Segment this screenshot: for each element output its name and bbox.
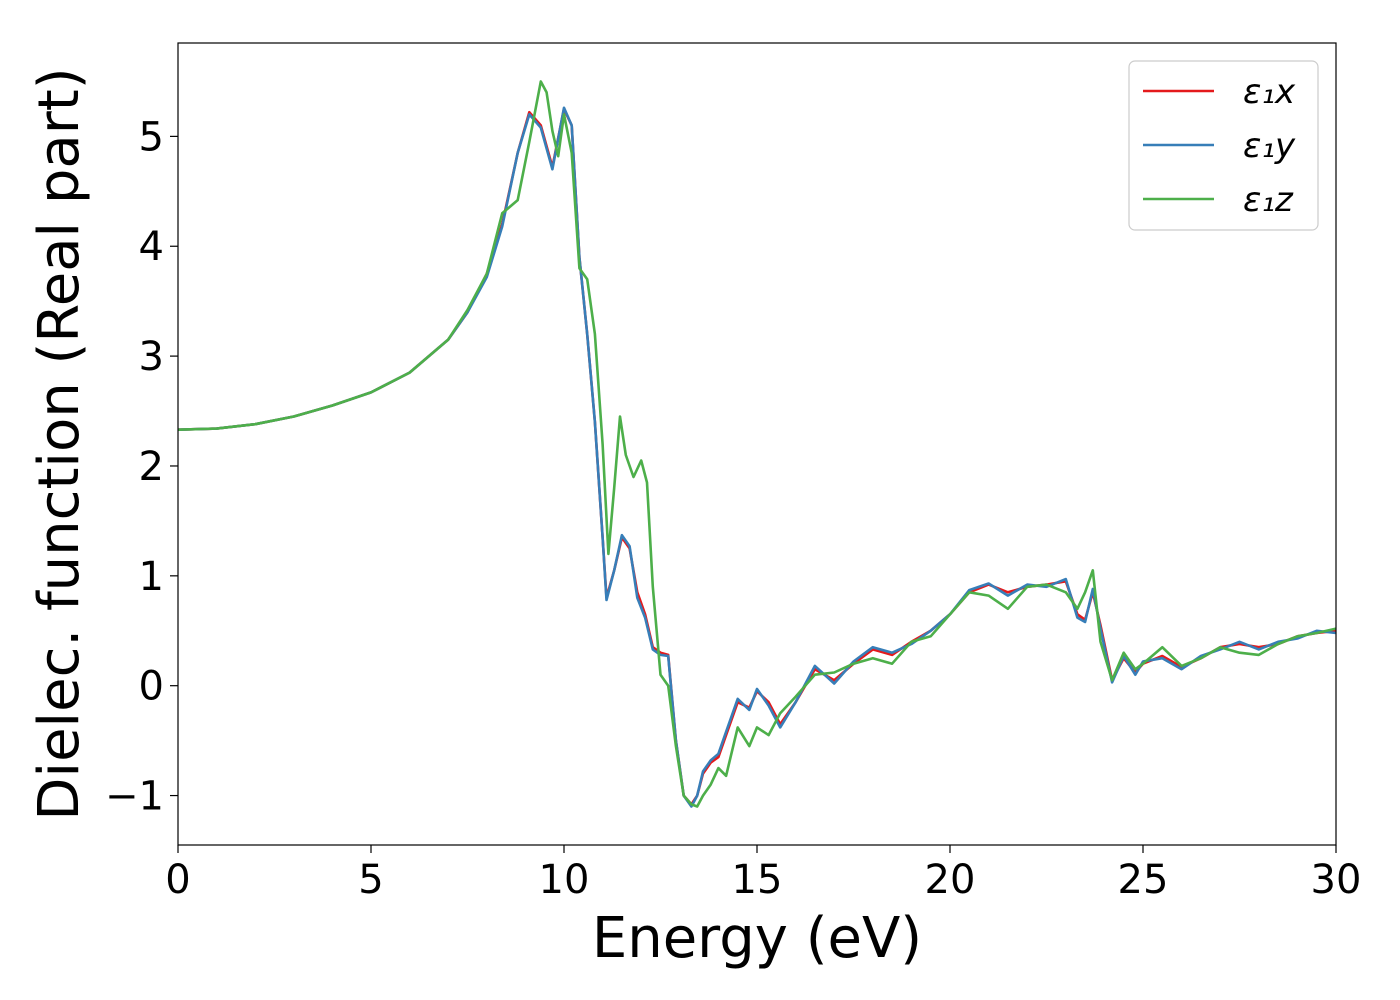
y-tick-label: 2 (139, 444, 164, 490)
x-tick-label: 20 (925, 857, 976, 903)
series-line-3 (178, 80, 1336, 808)
y-tick-label: 1 (139, 554, 164, 600)
y-axis-title: Dielec. function (Real part) (27, 67, 92, 820)
y-tick-label: 4 (139, 224, 164, 270)
x-tick-label: 0 (165, 857, 190, 903)
legend-label: ε₁y (1243, 126, 1296, 166)
x-tick-label: 5 (358, 857, 383, 903)
legend-box (1128, 60, 1319, 231)
x-tick-label: 30 (1311, 857, 1362, 903)
y-tick-label: −1 (105, 774, 164, 820)
legend-label: ε₁z (1243, 180, 1294, 220)
legend-label: ε₁x (1243, 72, 1296, 112)
y-tick-label: 5 (139, 114, 164, 160)
legend: ε₁x ε₁y ε₁z (1128, 60, 1319, 231)
x-axis-title: Energy (eV) (592, 906, 922, 971)
y-tick-label: 0 (139, 664, 164, 710)
x-tick-label: 15 (732, 857, 783, 903)
y-tick-label: 3 (139, 334, 164, 380)
series-layer (178, 80, 1336, 808)
x-tick-label: 25 (1118, 857, 1169, 903)
x-tick-label: 10 (539, 857, 590, 903)
x-axis-ticks: 0 5 10 15 20 25 30 (165, 845, 1361, 903)
y-axis-ticks: −1 0 1 2 3 4 5 (105, 114, 178, 820)
